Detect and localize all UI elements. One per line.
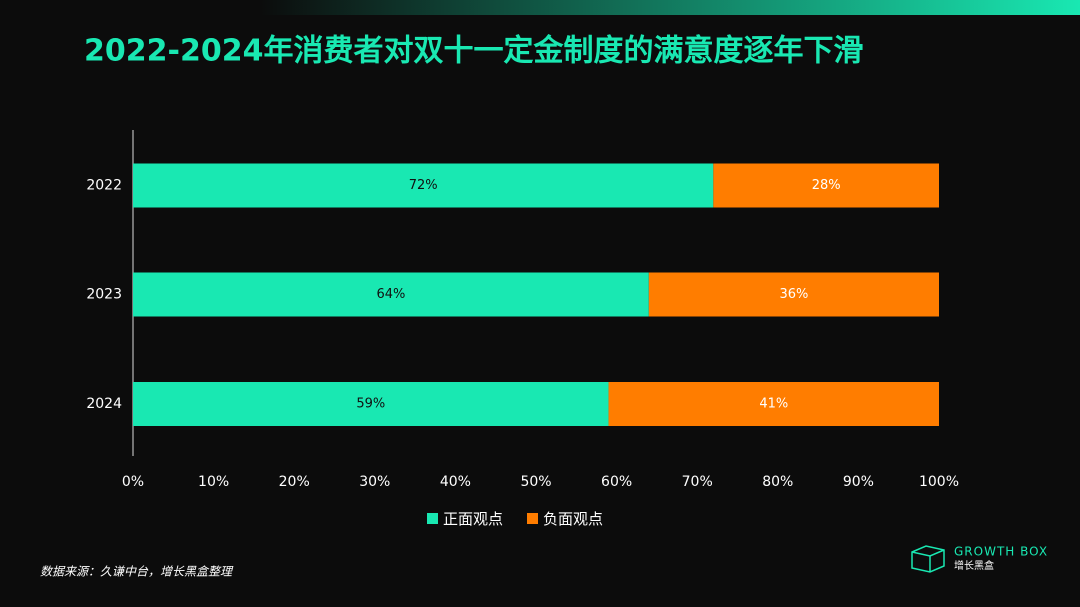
x-tick-label: 40%	[440, 474, 471, 490]
x-tick-label: 70%	[682, 474, 713, 490]
data-label: 41%	[759, 397, 788, 412]
x-tick-label: 90%	[843, 474, 874, 490]
data-label: 64%	[376, 287, 405, 302]
y-tick-label: 2024	[86, 396, 122, 412]
data-label: 72%	[409, 178, 438, 193]
legend-label: 负面观点	[543, 510, 603, 528]
y-tick-label: 2023	[86, 287, 122, 303]
bar-segment	[133, 163, 714, 208]
bar-segment	[133, 382, 609, 426]
x-tick-label: 20%	[279, 474, 310, 490]
data-label: 36%	[779, 287, 808, 302]
x-tick-label: 60%	[601, 474, 632, 490]
data-label: 28%	[812, 178, 841, 193]
x-tick-label: 100%	[919, 474, 959, 490]
source-note: 数据来源：久谦中台，增长黑盒整理	[40, 565, 234, 579]
x-tick-label: 30%	[359, 474, 390, 490]
x-tick-label: 0%	[122, 474, 144, 490]
chart-title: 2022-2024年消费者对双十一定金制度的满意度逐年下滑	[84, 34, 863, 69]
bar-segment	[713, 163, 939, 208]
logo-icon	[911, 545, 945, 573]
logo-subtext: 增长黑盒	[954, 559, 994, 572]
legend-label: 正面观点	[443, 510, 503, 528]
data-label: 59%	[356, 397, 385, 412]
x-tick-label: 80%	[762, 474, 793, 490]
bar-segment	[133, 272, 649, 317]
bar-segment	[648, 272, 939, 317]
bar-segment	[608, 382, 939, 426]
x-tick-label: 50%	[520, 474, 551, 490]
y-tick-label: 2022	[86, 178, 122, 194]
top-bar	[260, 0, 1080, 15]
x-tick-label: 10%	[198, 474, 229, 490]
legend-swatch	[527, 513, 538, 524]
logo: GROWTH BOX 增长黑盒	[911, 545, 1048, 573]
logo-text: GROWTH BOX	[954, 545, 1048, 559]
legend-swatch	[427, 513, 438, 524]
